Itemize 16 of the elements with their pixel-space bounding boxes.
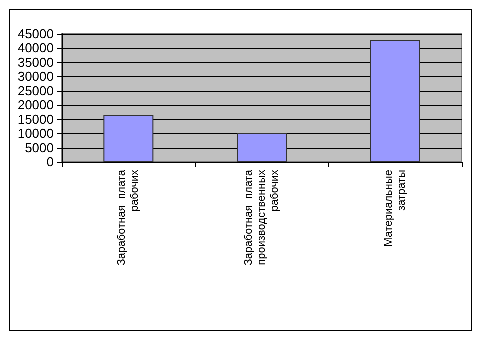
y-tick-label: 40000 — [18, 40, 54, 56]
y-tick-label: 0 — [46, 154, 54, 170]
y-tick-label: 15000 — [18, 112, 54, 127]
x-tick-label: Заработная плата производственных рабочих — [243, 169, 281, 266]
y-tick-label: 45000 — [18, 26, 54, 42]
y-tick-label: 5000 — [25, 140, 54, 156]
y-tick-label: 10000 — [18, 126, 54, 142]
y-tick-label: 25000 — [18, 83, 54, 98]
y-tick-label: 30000 — [18, 69, 54, 84]
y-tick-label: 20000 — [18, 98, 54, 113]
bar — [237, 132, 287, 162]
y-tick-label: 35000 — [18, 54, 54, 70]
bar — [370, 40, 420, 162]
x-tick-label: Материальные затраты — [382, 170, 408, 247]
bar — [104, 115, 154, 162]
x-tick-label: Заработная плата рабочих — [116, 169, 142, 266]
